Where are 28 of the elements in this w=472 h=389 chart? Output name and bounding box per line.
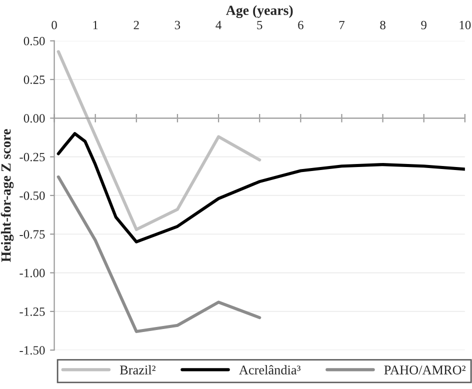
x-tick-label: 7	[339, 20, 344, 30]
y-tick-label: -0.50	[20, 191, 45, 200]
y-axis-title: Height-for-age Z score	[0, 129, 14, 262]
x-tick-label: 8	[380, 20, 386, 30]
y-tick-label: -0.75	[20, 230, 45, 239]
x-axis-title: Age (years)	[226, 5, 293, 18]
x-tick-label: 3	[174, 20, 180, 30]
x-tick-label: 5	[257, 20, 262, 30]
y-tick-label: -1.25	[20, 308, 45, 316]
x-tick-label: 4	[216, 20, 222, 30]
y-tick-label: -1.50	[20, 346, 45, 355]
line-series	[56, 132, 465, 244]
y-tick-label: 0.00	[24, 114, 45, 123]
x-tick-label: 9	[421, 20, 426, 30]
x-tick-label: 10	[460, 20, 471, 30]
x-tick-label: 0	[52, 20, 57, 30]
y-tick-label: -1.00	[20, 268, 45, 278]
y-tick-label: 0.25	[24, 76, 45, 84]
legend-label: Acrelândia³	[239, 365, 300, 374]
x-tick-label: 6	[298, 20, 304, 30]
y-tick-label: -0.25	[20, 152, 45, 162]
line-series	[56, 50, 262, 232]
line-series	[56, 175, 262, 334]
x-tick-label: 2	[134, 20, 139, 30]
legend-label: Brazil²	[120, 365, 156, 374]
x-tick-label: 1	[93, 20, 98, 30]
legend-label: PAHO/AMRO²	[384, 366, 466, 374]
y-tick-label: 0.50	[24, 36, 45, 46]
